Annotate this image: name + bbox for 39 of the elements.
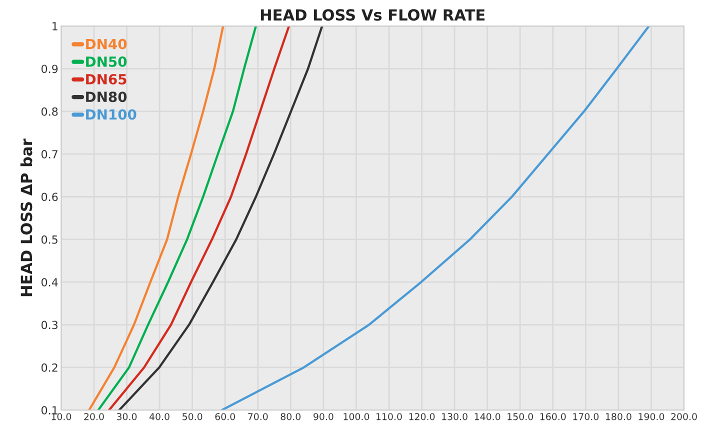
chart-title: HEAD LOSS Vs FLOW RATE	[260, 9, 485, 21]
legend-label: DN40	[86, 38, 127, 50]
y-tick-label: 0.6	[41, 192, 58, 202]
y-tick-label: 0.1	[41, 406, 58, 415]
y-tick-label: 0.8	[41, 107, 58, 116]
x-tick-label: 80.0	[280, 413, 301, 420]
x-tick-label: 150.0	[508, 413, 533, 420]
x-tick-label: 110.0	[376, 413, 402, 420]
x-tick-label: 60.0	[215, 413, 235, 420]
line-series	[220, 26, 650, 410]
y-tick-label: 0.7	[41, 150, 58, 158]
y-axis-title: HEAD LOSS ΔP bar	[20, 138, 32, 296]
y-tick-label: 0.4	[41, 278, 58, 286]
x-tick-label: 70.0	[248, 413, 268, 420]
legend-label: DN100	[86, 109, 136, 120]
x-tick-label: 160.0	[540, 413, 566, 420]
y-tick-label: 0.9	[41, 64, 58, 74]
x-tick-label: 170.0	[573, 413, 599, 420]
x-tick-label: 30.0	[116, 413, 137, 420]
x-tick-label: 180.0	[606, 413, 632, 420]
x-tick-label: 190.0	[638, 413, 664, 420]
y-tick-label: 0.3	[41, 320, 58, 330]
x-tick-label: 90.0	[314, 413, 334, 420]
legend-label: DN65	[86, 74, 126, 85]
legend-label: DN80	[86, 92, 127, 102]
x-tick-label: 100.0	[344, 413, 370, 420]
x-tick-label: 140.0	[474, 413, 500, 420]
line-series	[88, 26, 224, 410]
x-tick-label: 20.0	[84, 413, 104, 420]
x-tick-label: 50.0	[182, 413, 202, 420]
x-tick-label: 130.0	[442, 413, 468, 420]
x-tick-label: 40.0	[149, 413, 170, 420]
x-tick-label: 120.0	[409, 413, 435, 420]
y-tick-label: 0.2	[41, 363, 58, 372]
x-tick-label: 200.0	[671, 413, 697, 420]
y-tick-label: 1	[52, 22, 58, 30]
y-tick-label: 0.5	[41, 235, 58, 244]
legend-label: DN50	[86, 56, 127, 67]
x-tick-label: 10.0	[52, 413, 72, 420]
